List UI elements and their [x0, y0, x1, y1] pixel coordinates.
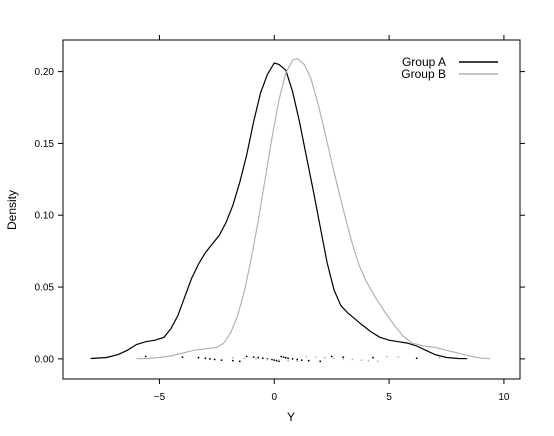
- rug-point-group-b: [385, 355, 388, 358]
- rug-point-group-a: [307, 359, 310, 362]
- y-tick-label: 0.05: [35, 283, 55, 294]
- density-line-group-b: [136, 58, 491, 360]
- rug-point-group-b: [367, 359, 370, 362]
- rug-point-group-a: [238, 360, 241, 363]
- rug-point-group-a: [330, 355, 333, 358]
- x-tick-label: 0: [271, 392, 277, 403]
- rug-point-group-b: [296, 360, 299, 363]
- rug-point-group-a: [273, 359, 276, 361]
- rug-point-group-b: [376, 360, 379, 363]
- rug-point-group-b: [333, 357, 335, 360]
- rug-point-group-a: [144, 355, 147, 358]
- rug-point-group-a: [319, 360, 322, 363]
- plot-frame: [62, 39, 521, 380]
- y-tick-label: 0.10: [35, 211, 55, 222]
- rug-point-group-a: [232, 359, 234, 362]
- rug-point-group-a: [252, 356, 255, 358]
- x-tick-label: 10: [498, 392, 510, 403]
- rug-point-group-a: [284, 356, 287, 359]
- rug-point-group-a: [291, 358, 294, 360]
- rug-point-group-a: [261, 357, 264, 360]
- rug-point-group-a: [271, 358, 273, 361]
- rug-point-group-a: [282, 356, 285, 358]
- rug-point-group-a: [181, 356, 184, 358]
- rug-point-group-b: [397, 356, 400, 358]
- rug-point-group-b: [305, 355, 308, 358]
- rug-point-group-a: [415, 357, 418, 360]
- x-axis-ticks: −5 0 5 10: [154, 35, 510, 403]
- density-line-group-a: [90, 62, 468, 360]
- rug-point-group-a: [257, 356, 260, 359]
- rug-point-group-b: [360, 359, 363, 361]
- rug-point-group-a: [372, 356, 374, 359]
- rug-point-group-a: [204, 357, 207, 360]
- rug-point-group-b: [266, 358, 269, 361]
- rug-point-group-b: [351, 358, 354, 361]
- rug-point-group-a: [209, 358, 211, 360]
- rug-point-group-b: [232, 356, 234, 359]
- rug-point-group-b: [287, 359, 289, 362]
- y-tick-label: 0.00: [35, 354, 55, 365]
- rug-point-group-b: [243, 357, 246, 360]
- rug-point-group-b: [255, 358, 257, 360]
- rug-point-group-b: [342, 358, 345, 360]
- rug-point-group-a: [275, 359, 278, 362]
- legend-label-group-b: Group B: [401, 67, 446, 81]
- rug-point-group-b: [323, 356, 326, 359]
- rug-point-group-a: [342, 356, 345, 358]
- x-axis-label: Y: [287, 410, 295, 424]
- rug-point-group-b: [278, 359, 280, 361]
- rug-point-group-a: [245, 355, 248, 358]
- density-curves: [90, 58, 491, 360]
- rug-points: [144, 355, 441, 363]
- rug-point-group-a: [300, 359, 303, 361]
- legend-label-group-a: Group A: [402, 55, 446, 69]
- rug-point-group-b: [438, 356, 441, 359]
- rug-point-group-b: [314, 356, 317, 358]
- rug-point-group-a: [197, 356, 200, 359]
- rug-point-group-a: [280, 355, 283, 358]
- y-tick-label: 0.15: [35, 139, 55, 150]
- y-tick-label: 0.20: [35, 67, 55, 78]
- rug-point-group-a: [213, 358, 216, 361]
- x-tick-label: −5: [154, 392, 166, 403]
- rug-point-group-a: [296, 358, 299, 361]
- rug-point-group-a: [287, 357, 289, 360]
- x-tick-label: 5: [386, 392, 392, 403]
- y-axis-ticks: 0.00 0.05 0.10 0.15 0.20: [35, 67, 525, 365]
- y-axis-label: Density: [5, 190, 19, 230]
- rug-point-group-a: [220, 359, 223, 361]
